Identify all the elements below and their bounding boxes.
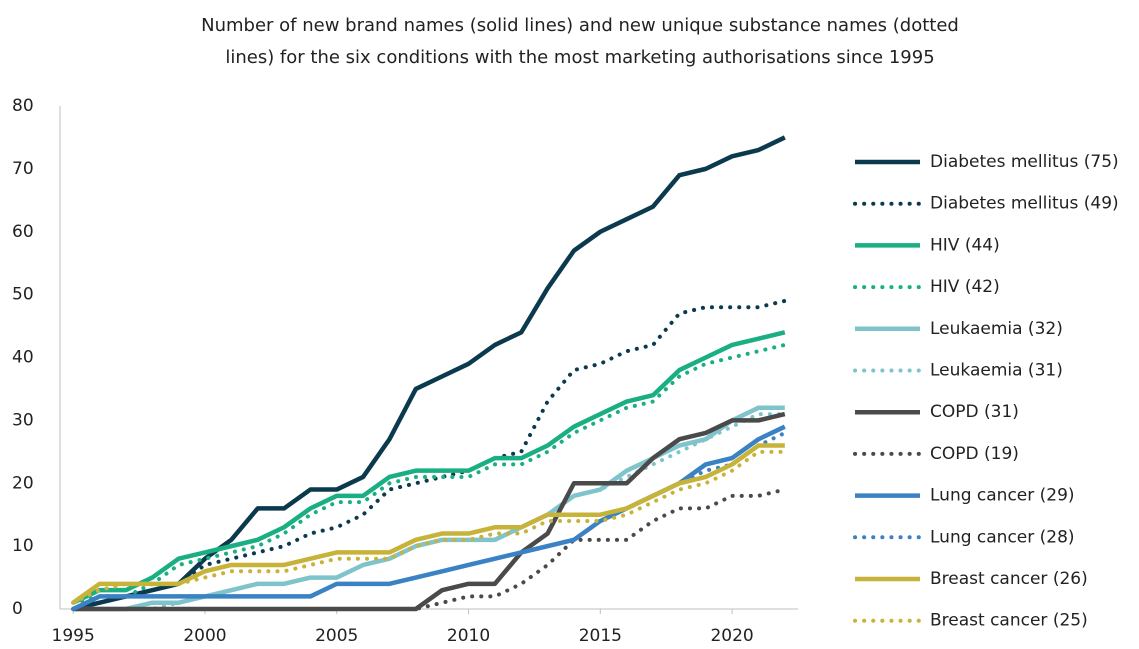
legend-label: COPD (19)	[930, 444, 1019, 464]
legend-label: Diabetes mellitus (75)	[930, 152, 1119, 172]
y-tick-label: 80	[12, 96, 34, 116]
x-tick-label: 2000	[183, 626, 226, 646]
x-tick-label: 1995	[52, 626, 95, 646]
y-tick-label: 20	[12, 473, 34, 493]
x-tick-label: 2005	[315, 626, 358, 646]
series-line	[71, 449, 787, 605]
chart-title: Number of new brand names (solid lines) …	[201, 15, 959, 36]
series-line	[71, 342, 787, 605]
series-line	[72, 330, 786, 605]
legend-label: HIV (44)	[930, 235, 1000, 255]
chart-title: lines) for the six conditions with the m…	[225, 47, 934, 68]
y-tick-label: 10	[12, 536, 34, 556]
y-tick-label: 0	[12, 599, 23, 619]
series-line	[72, 135, 786, 612]
legend-label: Breast cancer (26)	[930, 569, 1088, 589]
series-line	[71, 298, 787, 611]
legend-label: Diabetes mellitus (49)	[930, 194, 1119, 214]
x-tick-label: 2010	[447, 626, 490, 646]
legend-label: Leukaemia (31)	[930, 361, 1063, 381]
y-tick-label: 50	[12, 285, 34, 305]
legend-label: HIV (42)	[930, 277, 1000, 297]
series-line	[71, 487, 787, 611]
legend-label: COPD (31)	[930, 402, 1019, 422]
legend-label: Breast cancer (25)	[930, 611, 1088, 631]
legend-label: Lung cancer (28)	[930, 527, 1075, 547]
series-line	[71, 443, 785, 605]
legend-label: Lung cancer (29)	[930, 486, 1075, 506]
x-tick-label: 2015	[579, 626, 622, 646]
series-line	[71, 412, 787, 611]
y-tick-label: 70	[12, 159, 34, 179]
y-tick-label: 30	[12, 410, 34, 430]
x-tick-label: 2020	[710, 626, 753, 646]
y-tick-label: 60	[12, 222, 34, 242]
y-tick-label: 40	[12, 348, 34, 368]
legend-label: Leukaemia (32)	[930, 319, 1063, 339]
